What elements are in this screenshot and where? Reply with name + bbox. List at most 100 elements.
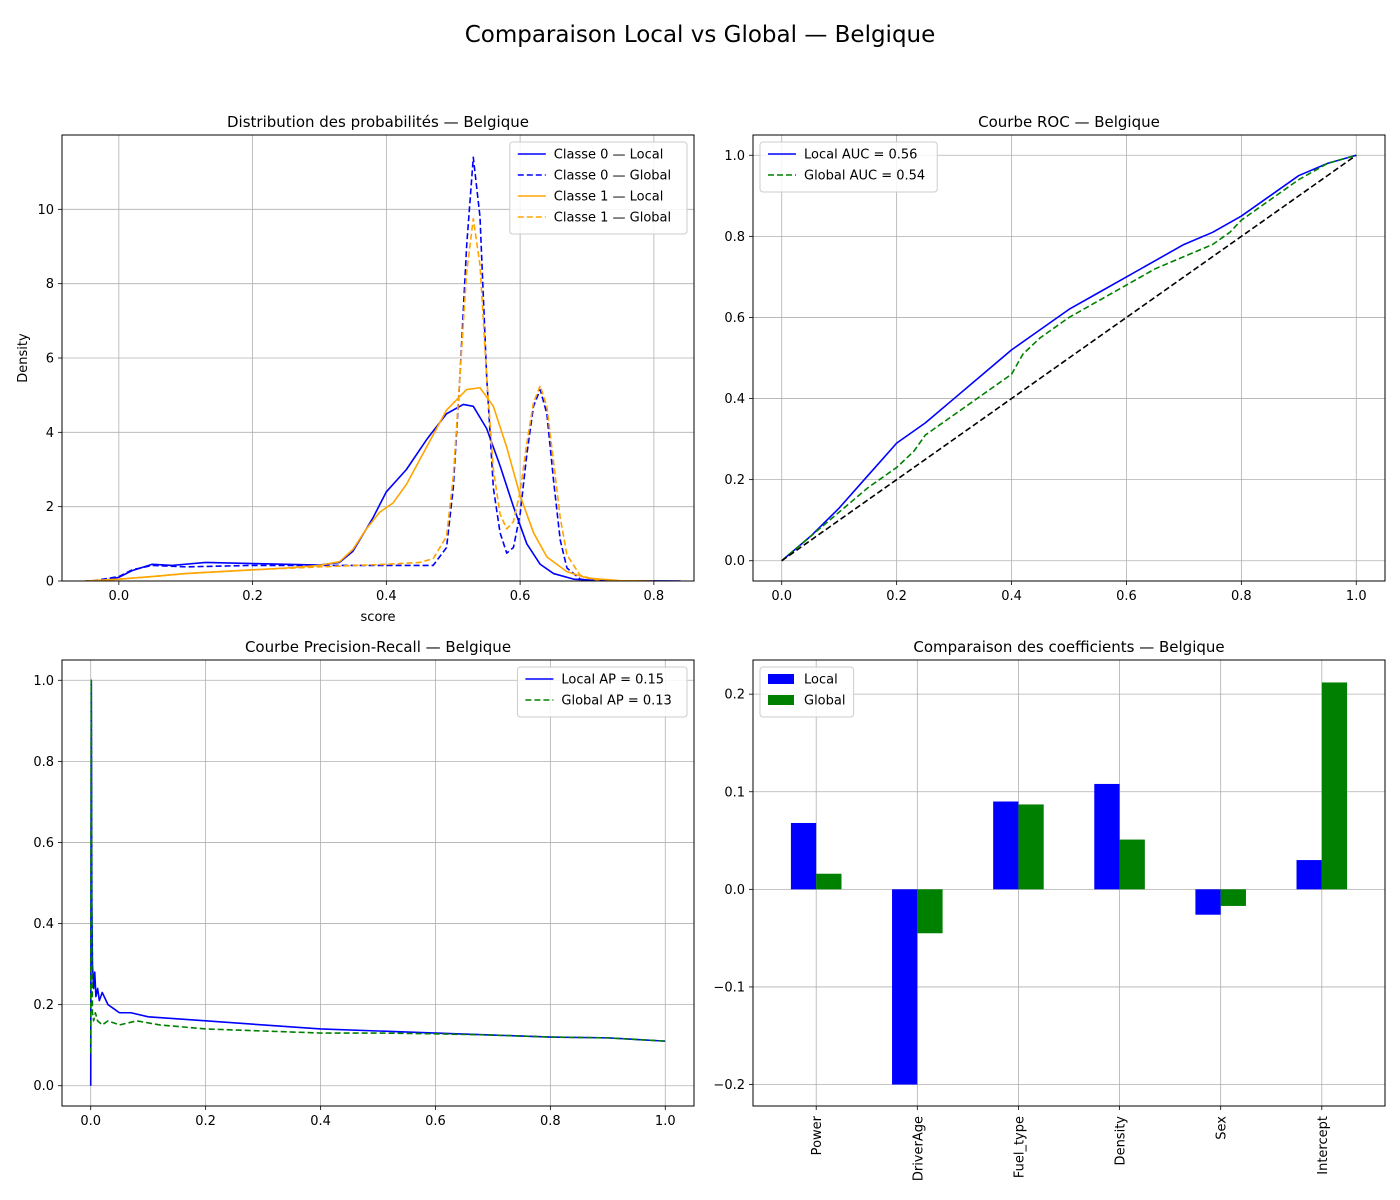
bar-local-density bbox=[1094, 783, 1120, 890]
legend: Local Global bbox=[759, 666, 855, 718]
x-tick-label: 0.0 bbox=[80, 1114, 101, 1129]
y-tick-label: 0.6 bbox=[724, 311, 745, 326]
x-tick-label: 0.2 bbox=[242, 589, 263, 604]
series-line-1 bbox=[781, 154, 1357, 562]
bar-global-intercept bbox=[1321, 682, 1348, 890]
series-line-3 bbox=[85, 386, 654, 581]
chart-panels: Distribution des probabilités — Belgique… bbox=[16, 113, 1386, 1181]
bar-global-power bbox=[816, 873, 842, 890]
bar-local-sex bbox=[1195, 889, 1221, 915]
y-tick-label: −0.1 bbox=[713, 980, 745, 995]
bar-global-fuel_type bbox=[1018, 804, 1044, 890]
y-tick-label: 1.0 bbox=[33, 674, 54, 689]
plot-frame bbox=[61, 134, 695, 582]
x-tick-label: Power bbox=[810, 1115, 825, 1155]
y-tick-label: 0.8 bbox=[724, 230, 745, 245]
bar-local-driverage bbox=[892, 889, 918, 1085]
figure-title: Comparaison Local vs Global — Belgique bbox=[465, 22, 936, 48]
x-tick-label: 1.0 bbox=[655, 1114, 676, 1129]
x-tick-label: DriverAge bbox=[911, 1116, 926, 1181]
chart-panel-3: Courbe Precision-Recall — Belgique 0.0 0.2… bbox=[33, 638, 695, 1129]
y-tick-label: 0.2 bbox=[33, 998, 54, 1013]
y-tick-label: 0.4 bbox=[33, 917, 54, 932]
bar-local-fuel_type bbox=[993, 801, 1019, 890]
chart-title: Comparaison des coefficients — Belgique bbox=[913, 638, 1224, 656]
bar-local-power bbox=[790, 822, 817, 890]
legend-label: Classe 0 — Global bbox=[554, 169, 671, 184]
y-tick-label: 0.8 bbox=[33, 755, 54, 770]
y-tick-label: 0.1 bbox=[724, 785, 745, 800]
legend-label: Local AP = 0.15 bbox=[561, 673, 664, 688]
x-tick-label: Fuel_type bbox=[1012, 1116, 1027, 1178]
x-tick-label: 0.6 bbox=[425, 1114, 446, 1129]
chart-panel-1: Distribution des probabilités — Belgique… bbox=[16, 113, 695, 625]
legend: Local AUC = 0.56 Global AUC = 0.54 bbox=[759, 141, 938, 193]
chart-panel-4: Comparaison des coefficients — Belgique −… bbox=[713, 638, 1386, 1181]
y-tick-label: 0.4 bbox=[724, 392, 745, 407]
y-tick-label: 1.0 bbox=[724, 149, 745, 164]
x-tick-label: 0.0 bbox=[771, 589, 792, 604]
y-tick-label: 6 bbox=[46, 352, 54, 367]
y-tick-label: 2 bbox=[46, 500, 54, 515]
series-line-3 bbox=[781, 154, 1357, 562]
x-tick-label: 0.8 bbox=[540, 1114, 561, 1129]
y-axis-label: Density bbox=[16, 333, 31, 383]
legend-label: Global AP = 0.13 bbox=[561, 694, 671, 709]
y-tick-label: 8 bbox=[46, 277, 54, 292]
x-tick-label: 0.4 bbox=[310, 1114, 331, 1129]
x-tick-label: 0.0 bbox=[109, 589, 130, 604]
chart-title: Courbe ROC — Belgique bbox=[978, 113, 1160, 131]
plot-frame bbox=[61, 659, 695, 1107]
x-axis-label: score bbox=[361, 610, 396, 625]
legend: Local AP = 0.15 Global AP = 0.13 bbox=[516, 666, 688, 718]
series-line-1 bbox=[89, 679, 666, 1086]
legend-label: Classe 0 — Local bbox=[554, 148, 664, 163]
chart-title: Distribution des probabilités — Belgique bbox=[227, 113, 529, 131]
legend-label: Classe 1 — Global bbox=[554, 211, 671, 226]
x-tick-label: Density bbox=[1114, 1116, 1129, 1166]
legend-box bbox=[516, 666, 688, 718]
legend-label: Local bbox=[804, 673, 838, 688]
series-line-1 bbox=[85, 403, 681, 581]
plot-frame bbox=[752, 659, 1386, 1107]
legend-swatch bbox=[768, 674, 794, 684]
x-tick-label: 0.4 bbox=[376, 589, 397, 604]
legend-label: Global bbox=[804, 694, 845, 709]
legend-label: Local AUC = 0.56 bbox=[804, 148, 917, 163]
x-tick-label: 0.2 bbox=[886, 589, 907, 604]
plot-frame bbox=[752, 134, 1386, 582]
legend-box bbox=[759, 141, 938, 193]
y-tick-label: 0.0 bbox=[724, 554, 745, 569]
y-tick-label: 4 bbox=[46, 426, 54, 441]
legend-label: Classe 1 — Local bbox=[554, 190, 664, 205]
series-line-4 bbox=[92, 217, 601, 581]
legend-box bbox=[509, 141, 688, 235]
y-tick-label: 10 bbox=[37, 203, 54, 218]
x-tick-label: 1.0 bbox=[1346, 589, 1367, 604]
chart-panel-2: Courbe ROC — Belgique 0.0 0.2 0.4 0.6 0.8 1.0 0… bbox=[724, 113, 1386, 604]
bar-global-driverage bbox=[917, 889, 943, 934]
x-tick-label: 0.6 bbox=[510, 589, 531, 604]
bar-global-sex bbox=[1220, 889, 1246, 906]
legend: Classe 0 — Local Classe 0 — Global Classe … bbox=[509, 141, 688, 235]
bar-global-density bbox=[1119, 839, 1145, 890]
chart-title: Courbe Precision-Recall — Belgique bbox=[245, 638, 511, 656]
y-tick-label: 0.0 bbox=[33, 1079, 54, 1094]
y-tick-label: 0 bbox=[46, 575, 54, 590]
x-tick-label: 0.4 bbox=[1001, 589, 1022, 604]
legend-swatch bbox=[768, 695, 794, 705]
x-tick-label: Sex bbox=[1215, 1116, 1230, 1140]
y-tick-label: −0.2 bbox=[713, 1078, 745, 1093]
legend-label: Global AUC = 0.54 bbox=[804, 169, 925, 184]
series-line-2 bbox=[781, 154, 1357, 562]
series-line-2 bbox=[91, 156, 594, 581]
x-tick-label: 0.8 bbox=[1231, 589, 1252, 604]
x-tick-label: 0.6 bbox=[1116, 589, 1137, 604]
y-tick-label: 0.0 bbox=[724, 883, 745, 898]
y-tick-label: 0.2 bbox=[724, 688, 745, 703]
bar-local-intercept bbox=[1296, 860, 1322, 890]
y-tick-label: 0.6 bbox=[33, 836, 54, 851]
x-tick-label: 0.2 bbox=[195, 1114, 216, 1129]
x-tick-label: Intercept bbox=[1316, 1116, 1331, 1175]
